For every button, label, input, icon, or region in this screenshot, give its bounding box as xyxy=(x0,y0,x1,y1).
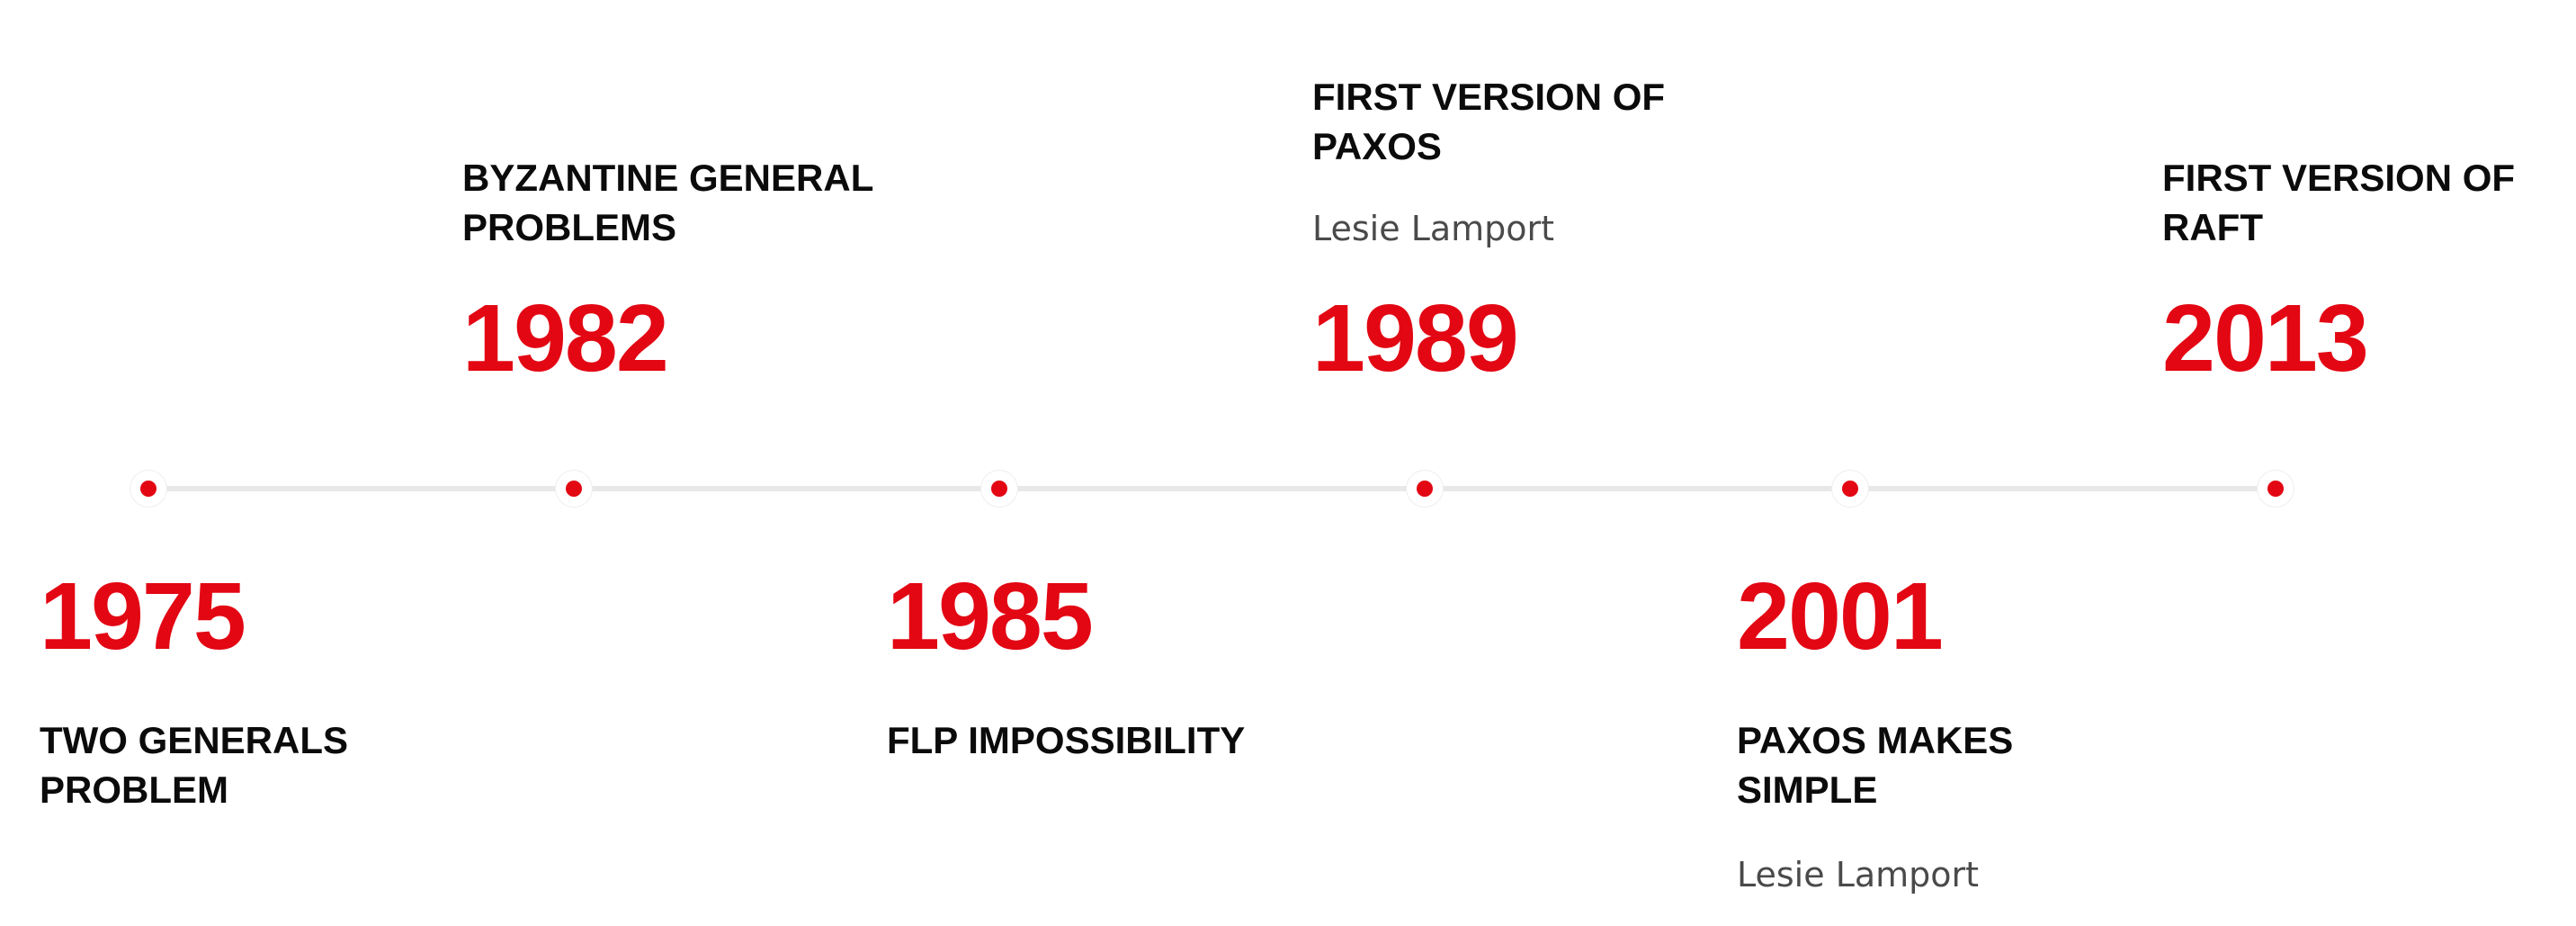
event-year: 1989 xyxy=(1312,285,1519,391)
event-title: TWO GENERALS PROBLEM xyxy=(40,715,348,814)
event-author: Lesie Lamport xyxy=(1312,209,1555,248)
timeline-dot-2001 xyxy=(1832,471,1868,507)
event-title-line: TWO GENERALS xyxy=(40,719,348,761)
event-title-line: FLP IMPOSSIBILITY xyxy=(887,719,1246,761)
event-title-line: PAXOS MAKES xyxy=(1737,719,2014,761)
event-title-line: FIRST VERSION OF xyxy=(2162,157,2516,199)
timeline-dot-1989 xyxy=(1407,471,1443,507)
event-title: FIRST VERSION OF PAXOS xyxy=(1312,72,1665,171)
timeline-axis-line xyxy=(148,486,2276,491)
event-author: Lesie Lamport xyxy=(1737,855,1980,895)
timeline-dot-1975 xyxy=(130,471,166,507)
event-title: FIRST VERSION OF RAFT xyxy=(2162,153,2515,252)
timeline-dot-2013 xyxy=(2258,471,2294,507)
event-title: BYZANTINE GENERAL PROBLEMS xyxy=(462,153,873,252)
event-title-line: SIMPLE xyxy=(1737,769,1878,811)
event-title: FLP IMPOSSIBILITY xyxy=(887,715,1245,765)
event-title-line: PROBLEM xyxy=(40,769,228,811)
event-title-line: PAXOS xyxy=(1312,125,1442,167)
event-title: PAXOS MAKES SIMPLE xyxy=(1737,715,2013,814)
event-title-line: PROBLEMS xyxy=(462,206,677,248)
event-year: 1975 xyxy=(40,563,246,670)
event-title-line: FIRST VERSION OF xyxy=(1312,76,1666,118)
event-year: 1985 xyxy=(887,563,1094,670)
event-year: 1982 xyxy=(462,285,669,391)
event-title-line: RAFT xyxy=(2162,206,2263,248)
timeline-dot-1985 xyxy=(981,471,1017,507)
event-title-line: BYZANTINE GENERAL xyxy=(462,157,874,199)
timeline-dot-1982 xyxy=(556,471,592,507)
event-year: 2013 xyxy=(2162,285,2369,391)
event-year: 2001 xyxy=(1737,563,1944,670)
